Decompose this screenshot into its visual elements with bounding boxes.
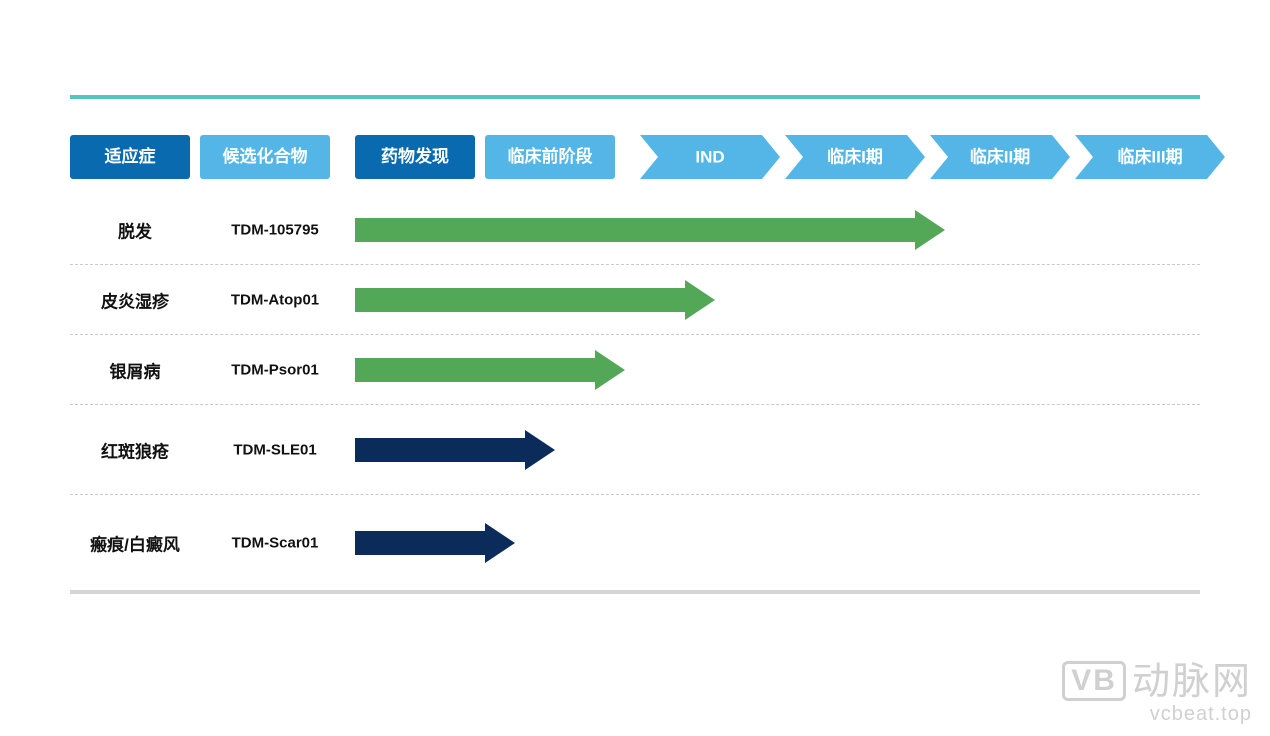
- svg-text:临床I期: 临床I期: [827, 147, 883, 167]
- pipeline-rows: 脱发 TDM-105795 皮炎湿疹 TDM-Atop01 银屑病 TDM-Psor01 红…: [70, 195, 1200, 594]
- watermark: VB动脉网 vcbeat.top: [1062, 661, 1252, 726]
- compound-label: TDM-Scar01: [210, 534, 340, 551]
- header-chevron-3: 临床III期: [1075, 135, 1225, 179]
- progress-arrow: [355, 280, 715, 320]
- watermark-brand: 动脉网: [1132, 661, 1252, 703]
- indication-label: 脱发: [70, 217, 200, 242]
- bottom-rule: [70, 590, 1200, 594]
- header-chevron-1: 临床I期: [785, 135, 925, 179]
- compound-label: TDM-105795: [210, 221, 340, 238]
- header-chevron-2: 临床II期: [930, 135, 1070, 179]
- pipeline-row: 红斑狼疮 TDM-SLE01: [70, 405, 1200, 495]
- progress-arrow: [355, 430, 555, 470]
- watermark-vb: VB: [1062, 661, 1126, 701]
- watermark-url: vcbeat.top: [1062, 703, 1252, 726]
- progress-arrow: [355, 210, 945, 250]
- compound-label: TDM-Atop01: [210, 291, 340, 308]
- pipeline-row: 脱发 TDM-105795: [70, 195, 1200, 265]
- svg-text:IND: IND: [695, 148, 724, 167]
- header-chevron-0: IND: [640, 135, 780, 179]
- svg-text:临床II期: 临床II期: [970, 147, 1030, 167]
- pipeline-header: 适应症候选化合物药物发现临床前阶段 IND 临床I期 临床II期 临床III期: [70, 135, 1210, 185]
- progress-arrow: [355, 350, 625, 390]
- indication-label: 瘢痕/白癜风: [70, 530, 200, 555]
- header-box-2: 药物发现: [355, 135, 475, 179]
- header-box-3: 临床前阶段: [485, 135, 615, 179]
- pipeline-row: 瘢痕/白癜风 TDM-Scar01: [70, 495, 1200, 590]
- svg-text:临床III期: 临床III期: [1117, 147, 1182, 167]
- indication-label: 红斑狼疮: [70, 437, 200, 462]
- compound-label: TDM-Psor01: [210, 361, 340, 378]
- top-rule: [70, 95, 1200, 99]
- indication-label: 皮炎湿疹: [70, 287, 200, 312]
- pipeline-row: 银屑病 TDM-Psor01: [70, 335, 1200, 405]
- header-box-1: 候选化合物: [200, 135, 330, 179]
- header-box-0: 适应症: [70, 135, 190, 179]
- indication-label: 银屑病: [70, 357, 200, 382]
- pipeline-row: 皮炎湿疹 TDM-Atop01: [70, 265, 1200, 335]
- compound-label: TDM-SLE01: [210, 441, 340, 458]
- progress-arrow: [355, 523, 515, 563]
